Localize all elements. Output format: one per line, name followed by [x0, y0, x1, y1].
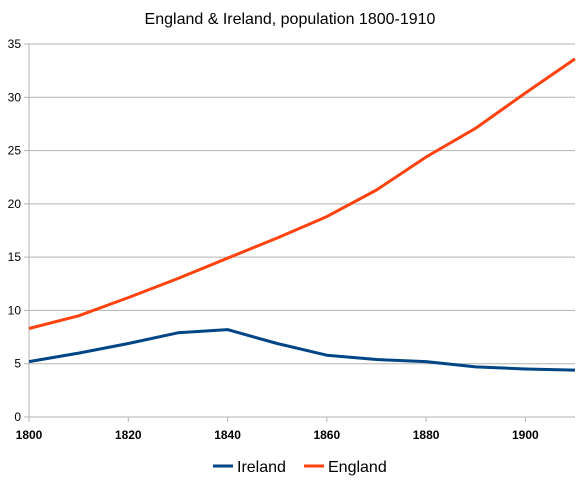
series-line-england: [28, 57, 576, 330]
y-axis-ticks: 0 5 10 15 20 25 30 35: [8, 37, 29, 424]
x-axis-ticks: 1800 1820 1840 1860 1880 1900: [16, 417, 539, 442]
y-tick-label-20: 20: [8, 197, 22, 211]
chart-title: England & Ireland, population 1800-1910: [145, 11, 436, 28]
y-tick-label-25: 25: [8, 144, 22, 158]
y-tick-label-30: 30: [8, 90, 22, 104]
grid-lines: [29, 43, 575, 365]
x-tick-label-1900: 1900: [512, 428, 539, 442]
legend-label-ireland: Ireland: [237, 459, 286, 476]
x-tick-label-1880: 1880: [413, 428, 440, 442]
x-tick-label-1800: 1800: [16, 428, 43, 442]
x-tick-label-1820: 1820: [115, 428, 142, 442]
y-tick-label-10: 10: [8, 303, 22, 317]
y-tick-label-15: 15: [8, 250, 22, 264]
series-line-ireland: [28, 328, 576, 372]
legend: Ireland England: [213, 459, 387, 476]
x-tick-label-1840: 1840: [214, 428, 241, 442]
y-tick-label-0: 0: [14, 410, 21, 424]
legend-label-england: England: [328, 459, 387, 476]
x-tick-label-1860: 1860: [313, 428, 340, 442]
y-tick-label-5: 5: [14, 357, 21, 371]
y-tick-label-35: 35: [8, 37, 22, 51]
series-lines: [28, 57, 576, 372]
